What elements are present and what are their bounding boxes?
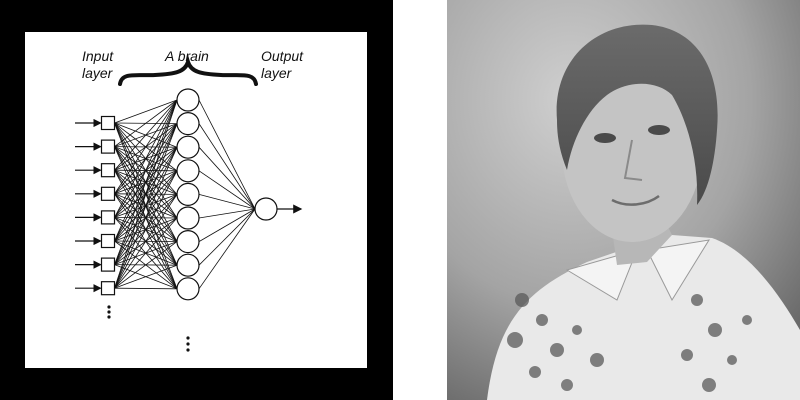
hair bbox=[556, 24, 718, 205]
connection-line bbox=[198, 170, 256, 210]
left-eye bbox=[594, 133, 616, 143]
connection-line bbox=[114, 217, 178, 289]
shirt-collar bbox=[565, 239, 710, 302]
hidden-node bbox=[176, 88, 200, 112]
connection-line bbox=[198, 208, 256, 290]
connection-line bbox=[198, 194, 256, 210]
right-eye bbox=[648, 125, 670, 135]
neural-network-diagram: Input layer A brain Output layer bbox=[25, 32, 367, 368]
input-node bbox=[100, 163, 116, 178]
input-arrows bbox=[75, 118, 102, 293]
mouth bbox=[611, 194, 660, 206]
connection-line bbox=[114, 170, 178, 289]
connection-line bbox=[114, 99, 178, 218]
connection-line bbox=[198, 208, 256, 219]
connection-line bbox=[114, 99, 178, 171]
hidden-node bbox=[176, 135, 200, 159]
connection-line bbox=[198, 146, 256, 210]
hidden-node bbox=[176, 206, 200, 230]
hidden-node bbox=[176, 111, 200, 136]
network-graphic bbox=[75, 55, 303, 352]
connection-line bbox=[198, 99, 256, 210]
connection-line bbox=[198, 208, 256, 242]
connection-line bbox=[114, 147, 178, 289]
input-node bbox=[100, 210, 116, 225]
connection-line bbox=[114, 194, 178, 289]
hidden-node bbox=[176, 253, 200, 277]
connection-line bbox=[114, 264, 178, 289]
connection-line bbox=[114, 99, 178, 265]
brain-label: A brain bbox=[165, 48, 209, 64]
connection-line bbox=[114, 123, 178, 289]
input-ellipsis-dots bbox=[107, 305, 111, 319]
connection-line bbox=[114, 99, 178, 289]
input-node bbox=[100, 115, 116, 131]
brain-brace bbox=[118, 55, 258, 86]
input-node bbox=[100, 139, 116, 154]
connection-line bbox=[114, 99, 178, 147]
diagram-panel: Input layer A brain Output layer bbox=[0, 0, 393, 400]
shirt bbox=[487, 235, 800, 400]
input-layer-label: Input layer bbox=[82, 48, 114, 81]
hidden-ellipsis-dots bbox=[186, 336, 190, 352]
hidden-node bbox=[176, 159, 200, 183]
input-node bbox=[100, 257, 116, 272]
connection-line bbox=[114, 99, 178, 242]
input-node bbox=[100, 186, 116, 201]
connection-line bbox=[198, 208, 256, 266]
connection-line bbox=[114, 287, 178, 290]
input-node bbox=[100, 233, 116, 249]
connection-lines bbox=[114, 99, 256, 290]
hidden-node bbox=[176, 182, 200, 206]
shirt-embroidery bbox=[507, 293, 752, 392]
nose bbox=[623, 139, 643, 181]
output-node bbox=[254, 197, 278, 221]
input-node bbox=[100, 281, 116, 296]
input-nodes bbox=[100, 115, 116, 296]
portrait-photo bbox=[447, 0, 800, 400]
connection-line bbox=[114, 241, 178, 289]
connection-line bbox=[114, 99, 178, 195]
connection-line bbox=[198, 123, 256, 210]
output-layer-label: Output layer bbox=[261, 48, 304, 81]
connection-line bbox=[114, 99, 178, 124]
hidden-nodes bbox=[176, 88, 200, 301]
hidden-node bbox=[176, 277, 200, 301]
hidden-node bbox=[176, 230, 200, 254]
